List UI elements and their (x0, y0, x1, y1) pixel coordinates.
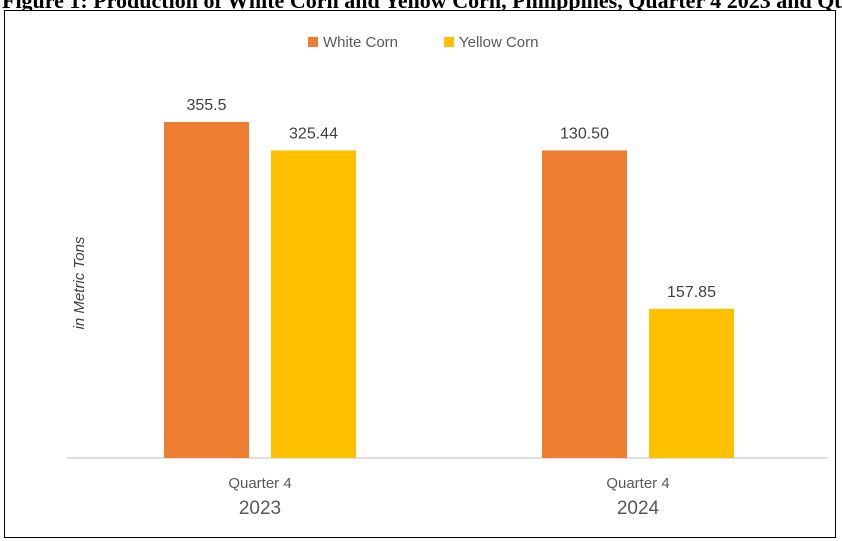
legend-swatch-1 (444, 37, 454, 47)
bar-yellow-corn-0 (271, 150, 356, 459)
x-tick-label-line2-1: 2024 (617, 498, 660, 519)
legend-label-0: White Corn (323, 34, 398, 51)
data-label-1-0: 325.44 (289, 125, 338, 142)
data-label-0-1: 130.50 (560, 125, 609, 142)
bar-white-corn-0 (164, 122, 249, 458)
legend-swatch-0 (308, 37, 318, 47)
legend: White Corn Yellow Corn (308, 34, 539, 51)
x-tick-label-line2-0: 2023 (239, 498, 281, 519)
bar-yellow-corn-1 (649, 308, 734, 458)
y-axis-label: in Metric Tons (71, 236, 88, 329)
chart-frame: White Corn Yellow Corn in Metric Tons 355… (4, 10, 836, 538)
legend-label-1: Yellow Corn (459, 34, 539, 51)
x-tick-label-line1-1: Quarter 4 (606, 475, 669, 492)
figure-caption: Figure 1: Production of White Corn and Y… (2, 0, 842, 13)
data-label-0-0: 355.5 (186, 97, 226, 114)
data-labels: 355.5 325.44 130.50 157.85 (186, 97, 716, 301)
x-tick-label-line1-0: Quarter 4 (228, 475, 291, 492)
bar-chart: White Corn Yellow Corn in Metric Tons 355… (67, 34, 828, 519)
bar-white-corn-1 (542, 150, 627, 459)
bars (164, 122, 734, 459)
data-label-1-1: 157.85 (667, 284, 716, 301)
x-tick-labels: Quarter 4 2023 Quarter 4 2024 (228, 475, 669, 519)
